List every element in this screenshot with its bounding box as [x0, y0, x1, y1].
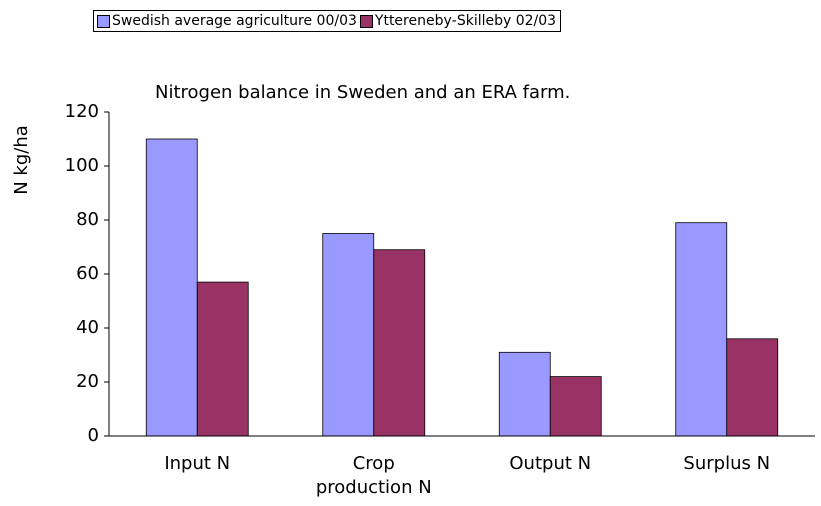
x-tick-label: Surplus N: [683, 453, 771, 474]
y-tick-label: 40: [76, 317, 99, 338]
legend-item: Ytterenebу-Skilleby 02/03: [359, 13, 556, 29]
bar: [322, 233, 375, 437]
y-tick-label: 60: [76, 263, 99, 284]
legend: Swedish average agriculture 00/03 Ytteren…: [93, 10, 562, 32]
y-tick-label: 20: [76, 371, 99, 392]
bar: [373, 249, 426, 437]
x-tick-label: Output N: [509, 453, 592, 474]
bar: [675, 222, 728, 437]
bar: [196, 281, 249, 437]
bar: [498, 351, 551, 437]
legend-label: Swedish average agriculture 00/03: [112, 13, 357, 29]
x-tick-label: Input N: [164, 453, 231, 474]
bar: [549, 376, 602, 437]
legend-item: Swedish average agriculture 00/03: [96, 13, 357, 29]
bar: [145, 138, 198, 437]
y-axis-label: N kg/ha: [11, 125, 32, 195]
bar: [726, 338, 779, 437]
y-tick-label: 80: [76, 209, 99, 230]
y-tick-label: 0: [88, 425, 99, 446]
legend-swatch: [359, 14, 373, 28]
y-tick-label: 120: [65, 101, 99, 122]
x-tick-label: Crop production N: [315, 453, 432, 498]
legend-swatch: [97, 14, 110, 28]
chart-title: Nitrogen balance in Sweden and an ERA fa…: [155, 82, 570, 103]
y-tick-label: 100: [65, 155, 99, 176]
legend-label: Ytterenebу-Skilleby 02/03: [374, 13, 557, 29]
